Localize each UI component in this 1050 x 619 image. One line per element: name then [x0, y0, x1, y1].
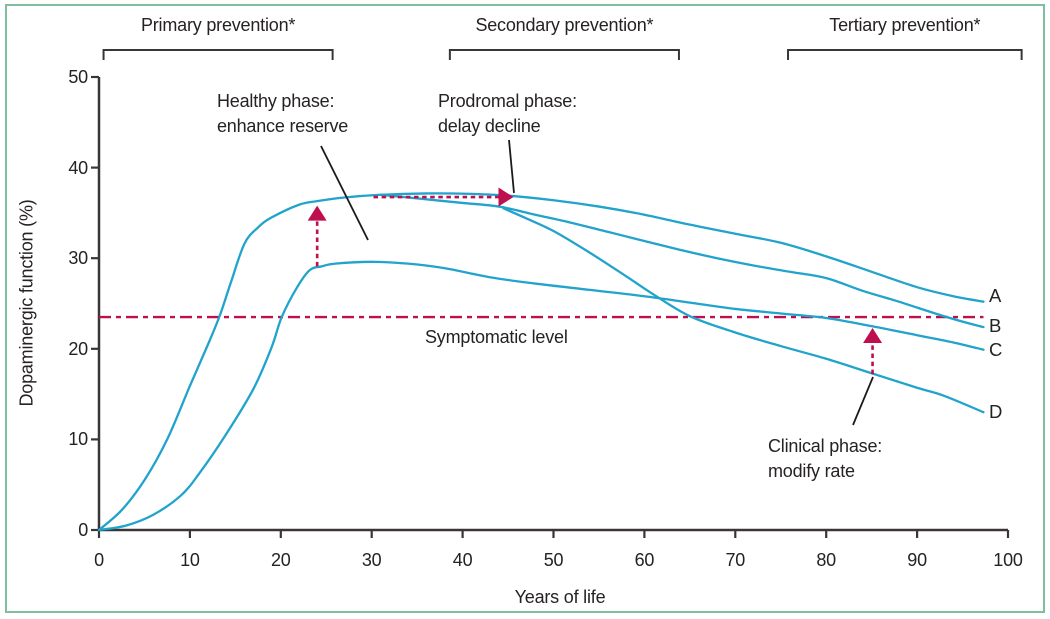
prevention-bracket — [448, 49, 680, 60]
curve-b — [379, 193, 985, 329]
x-tick-label: 40 — [452, 550, 473, 570]
annotation-text-line: enhance reserve — [217, 116, 349, 136]
x-tick-label: 60 — [634, 550, 655, 570]
annotation-text-line: modify rate — [768, 461, 855, 481]
annotation-clinical-phase: Clinical phase: modify rate — [768, 434, 882, 484]
y-tick-label: 0 — [78, 520, 88, 540]
curve-label-a: A — [989, 284, 1002, 306]
annotation-text-line: delay decline — [438, 116, 541, 136]
curve-label-d: D — [989, 401, 1003, 423]
y-tick-label: 50 — [68, 67, 88, 87]
annotation-pointer-line — [320, 145, 369, 241]
prevention-bracket — [787, 49, 1023, 60]
intervention-arrow-head — [498, 187, 514, 207]
y-axis-title: Dopaminergic function (%) — [16, 199, 37, 407]
x-tick-label: 50 — [543, 550, 564, 570]
annotation-pointer-line — [852, 376, 874, 426]
curve-d — [502, 207, 985, 414]
x-axis-title: Years of life — [514, 587, 606, 607]
x-tick-label: 70 — [725, 550, 746, 570]
x-tick-label: 90 — [907, 550, 927, 570]
curve-label-c: C — [989, 338, 1003, 360]
x-tick-label: 80 — [816, 550, 836, 570]
symptomatic-level-label: Symptomatic level — [425, 327, 568, 347]
intervention-arrow-head — [863, 327, 883, 343]
annotation-text-line: Prodromal phase: — [438, 91, 577, 111]
x-tick-label: 0 — [94, 550, 104, 570]
annotation-healthy-phase: Healthy phase: enhance reserve — [217, 89, 348, 139]
annotation-text-line: Clinical phase: — [768, 436, 883, 456]
y-tick-label: 10 — [68, 429, 88, 450]
y-tick-label: 40 — [68, 157, 88, 178]
y-tick-label: 30 — [68, 248, 88, 269]
annotation-prodromal-phase: Prodromal phase: delay decline — [438, 89, 577, 139]
secondary-prevention-label: Secondary prevention* — [475, 15, 654, 35]
intervention-arrow-head — [307, 205, 327, 221]
annotation-pointer-line — [508, 139, 515, 194]
x-tick-label: 30 — [361, 550, 382, 570]
curve-c — [97, 260, 985, 532]
x-tick-label: 100 — [993, 550, 1023, 570]
tertiary-prevention-label: Tertiary prevention* — [829, 15, 981, 35]
annotation-text-line: Healthy phase: — [217, 91, 335, 111]
primary-prevention-label: Primary prevention* — [140, 15, 296, 35]
y-tick-label: 20 — [68, 338, 88, 359]
curve-label-b: B — [989, 315, 1002, 337]
x-tick-label: 20 — [270, 550, 291, 570]
prevention-bracket — [102, 49, 334, 60]
x-tick-label: 10 — [180, 550, 200, 570]
